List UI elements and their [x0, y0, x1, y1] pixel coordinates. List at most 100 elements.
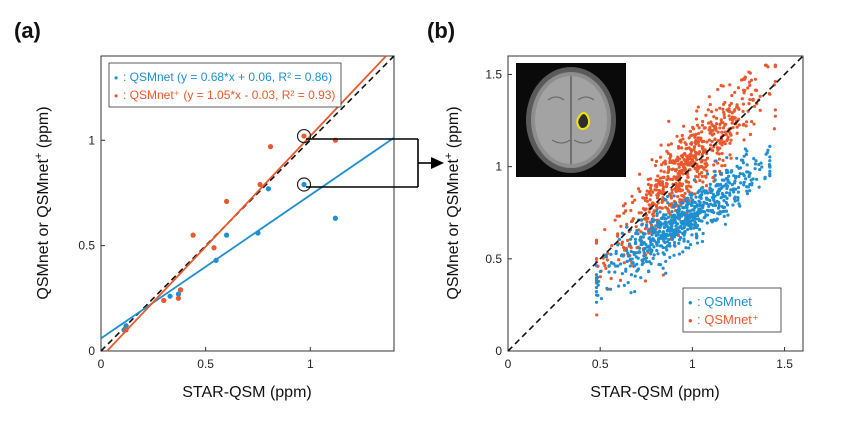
- panel-b-point-qsmnet: [687, 220, 692, 224]
- panel-b-point-qsmnet-plus: [674, 183, 678, 187]
- panel-b-point-qsmnet: [705, 172, 710, 176]
- panel-b-point-qsmnet-plus: [711, 128, 715, 133]
- panel-a-highlight-circle: [296, 177, 312, 192]
- panel-b-point-qsmnet: [627, 242, 632, 246]
- panel-b-point-qsmnet-plus: [675, 134, 679, 138]
- panel-b-point-qsmnet-plus: [631, 217, 635, 221]
- panel-b-point-qsmnet: [639, 235, 643, 239]
- panel-b-point-qsmnet: [685, 205, 689, 209]
- panel-b-point-qsmnet-plus: [720, 164, 724, 168]
- panel-b-point-qsmnet: [650, 226, 654, 230]
- panel-b-point-qsmnet: [614, 252, 618, 256]
- panel-b-point-qsmnet: [651, 229, 655, 233]
- panel-b-point-qsmnet: [594, 277, 599, 281]
- panel-b-point-qsmnet-plus: [673, 161, 677, 165]
- panel-b-point-qsmnet: [733, 179, 737, 183]
- panel-b-point-qsmnet-plus: [659, 155, 663, 159]
- panel-b-point-qsmnet-plus: [741, 88, 746, 92]
- panel-b-point-qsmnet-plus: [685, 146, 689, 151]
- panel-b-point-qsmnet-plus: [615, 234, 620, 238]
- panel-b-point-qsmnet-plus: [676, 194, 680, 199]
- panel-b-point-qsmnet-plus: [625, 222, 629, 226]
- panel-b-point-qsmnet-plus: [695, 123, 700, 127]
- panel-b-point-qsmnet: [669, 218, 674, 222]
- panel-b-point-qsmnet: [631, 261, 635, 265]
- legend-b-label-qsmnet-plus: : QSMnet⁺: [697, 312, 759, 327]
- panel-b-point-qsmnet-plus: [694, 174, 698, 178]
- panel-b-point-qsmnet: [655, 243, 659, 247]
- panel-b-point-qsmnet-plus: [636, 187, 641, 191]
- panel-a-ylabel-tail: (ppm): [35, 106, 52, 152]
- panel-b-point-qsmnet: [737, 174, 741, 179]
- panel-b-point-qsmnet-plus: [695, 168, 699, 173]
- panel-b-point-qsmnet: [689, 196, 693, 200]
- panel-b-point-qsmnet: [656, 240, 660, 244]
- panel-b-point-qsmnet-plus: [712, 115, 716, 119]
- panel-b-ylabel-main: QSMnet or QSMnet: [445, 159, 462, 300]
- panel-b-point-qsmnet: [677, 205, 681, 209]
- panel-b-point-qsmnet: [688, 209, 692, 213]
- panel-b-point-qsmnet-plus: [703, 148, 707, 152]
- panel-b-point-qsmnet-plus: [741, 109, 745, 113]
- panel-b-point-qsmnet: [725, 156, 729, 160]
- panel-a-legend-box: [108, 62, 342, 108]
- panel-b-point-qsmnet: [667, 241, 672, 246]
- panel-b-point-qsmnet-plus: [731, 126, 735, 130]
- panel-b-point-qsmnet: [697, 209, 701, 214]
- panel-b-point-qsmnet-plus: [594, 238, 599, 242]
- panel-b-point-qsmnet: [731, 187, 735, 192]
- panel-b-point-qsmnet-plus: [749, 93, 754, 97]
- panel-b-point-qsmnet-plus: [683, 141, 687, 145]
- panel-b-point-qsmnet: [720, 184, 724, 189]
- panel-b-point-qsmnet-plus: [639, 211, 643, 215]
- panel-b-point-qsmnet-plus: [603, 227, 607, 232]
- panel-b-point-qsmnet-plus: [598, 275, 602, 279]
- panel-b-point-qsmnet: [656, 230, 660, 235]
- panel-b-point-qsmnet: [664, 213, 668, 217]
- panel-b-point-qsmnet: [663, 197, 667, 201]
- panel-b-point-qsmnet: [677, 217, 681, 221]
- panel-b-point-qsmnet-plus: [708, 102, 712, 107]
- panel-b-point-qsmnet: [664, 220, 668, 225]
- panel-b-point-qsmnet: [693, 200, 697, 205]
- panel-b-point-qsmnet: [649, 262, 653, 266]
- panel-b-point-qsmnet-plus: [683, 151, 687, 156]
- panel-b-point-qsmnet: [635, 228, 639, 233]
- panel-b-point-qsmnet-plus: [655, 185, 659, 189]
- panel-b-point-qsmnet: [626, 251, 630, 255]
- panel-b-point-qsmnet-plus: [748, 97, 752, 102]
- panel-b-point-qsmnet: [688, 242, 693, 247]
- panel-b-point-qsmnet: [652, 253, 656, 257]
- panel-b-point-qsmnet-plus: [713, 125, 718, 129]
- panel-b-point-qsmnet: [624, 225, 629, 229]
- panel-b-point-qsmnet: [636, 232, 640, 236]
- panel-b-point-qsmnet: [758, 167, 762, 172]
- panel-b-point-qsmnet: [662, 216, 666, 220]
- panel-b-point-qsmnet-plus: [595, 313, 599, 317]
- panel-b-point-qsmnet: [594, 285, 599, 290]
- panel-b-point-qsmnet: [639, 276, 643, 280]
- panel-b-ylabel-tail: (ppm): [445, 106, 462, 152]
- panel-b-point-qsmnet-plus: [697, 131, 701, 136]
- panel-b-point-qsmnet-plus: [730, 93, 734, 98]
- panel-b-point-qsmnet-plus: [722, 140, 726, 144]
- panel-b-point-qsmnet: [628, 264, 632, 268]
- panel-b-point-qsmnet-plus: [666, 170, 670, 175]
- panel-b-point-qsmnet: [707, 204, 711, 208]
- panel-a-ytick-label: 0.5: [78, 239, 95, 253]
- panel-b-point-qsmnet: [620, 271, 624, 276]
- panel-b-point-qsmnet: [716, 190, 720, 194]
- panel-b-point-qsmnet-plus: [742, 91, 746, 95]
- panel-b-point-qsmnet: [753, 162, 758, 166]
- panel-b-point-qsmnet-plus: [683, 191, 687, 196]
- panel-b-point-qsmnet: [694, 195, 698, 199]
- panel-b-point-qsmnet-plus: [709, 110, 714, 114]
- panel-b-point-qsmnet-plus: [698, 178, 702, 183]
- panel-a-xtick-label: 1: [307, 357, 314, 371]
- panel-b-point-qsmnet: [717, 201, 721, 205]
- panel-b-point-qsmnet-plus: [674, 158, 678, 162]
- panel-b-point-qsmnet: [768, 165, 772, 169]
- panel-a-ylabel: QSMnet or QSMnet+ (ppm): [33, 106, 52, 299]
- panel-b-point-qsmnet-plus: [689, 142, 693, 146]
- panel-b-point-qsmnet-plus: [674, 185, 678, 189]
